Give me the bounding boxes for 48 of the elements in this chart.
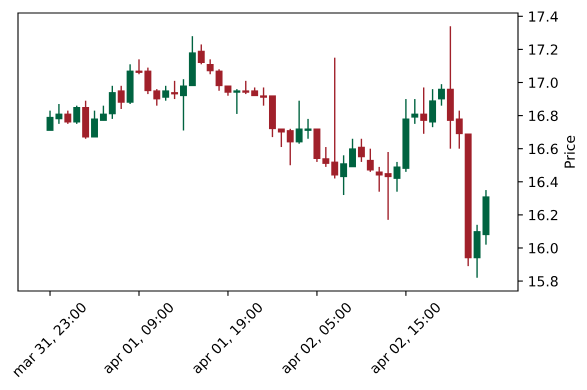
candlestick — [376, 166, 383, 192]
candlestick — [322, 146, 330, 168]
candlestick — [180, 78, 187, 132]
y-tick-label: 16.2 — [529, 210, 558, 220]
y-tick-label: 16.8 — [529, 110, 558, 122]
candlestick — [429, 88, 436, 128]
candlestick — [233, 88, 240, 115]
candlestick — [153, 88, 160, 106]
candlestick — [349, 138, 356, 168]
y-axis-title: Price — [564, 136, 575, 168]
candlestick — [420, 86, 428, 134]
candlestick — [411, 98, 418, 125]
candlestick — [108, 85, 116, 120]
y-tick-label: 17.0 — [529, 77, 558, 88]
candlestick — [278, 128, 285, 148]
candlestick — [162, 85, 170, 102]
candlestick — [198, 44, 205, 65]
candlestick — [118, 85, 125, 110]
candlestick — [304, 118, 312, 140]
candlestick — [206, 58, 214, 75]
candlestick — [46, 110, 54, 132]
candlestick — [394, 161, 400, 192]
candlestick — [64, 110, 72, 125]
y-tick-label: 15.8 — [529, 276, 558, 287]
candlestick — [91, 110, 98, 138]
candlestick — [331, 56, 338, 180]
candlestick — [171, 80, 178, 100]
candlestick — [144, 66, 152, 95]
candlestick — [296, 100, 303, 144]
candlestick — [438, 83, 445, 106]
candlestick — [55, 103, 62, 125]
candlestick — [456, 110, 463, 150]
candlestick — [358, 138, 365, 163]
candlestick — [340, 154, 348, 196]
y-tick-label: 17.4 — [529, 11, 558, 22]
candlestick — [366, 148, 374, 173]
candlestick — [100, 104, 107, 122]
y-tick-label: 16.6 — [529, 144, 558, 154]
candlestick — [242, 80, 250, 95]
candlestick — [224, 85, 232, 96]
y-tick-label: 16.0 — [529, 242, 558, 254]
candlestick — [384, 151, 392, 221]
y-tick-label: 17.2 — [529, 44, 558, 55]
candlestick — [286, 128, 294, 166]
candlestick — [73, 104, 80, 125]
y-tick-label: 16.4 — [529, 176, 558, 188]
candlestick — [216, 68, 223, 92]
candlestick — [136, 58, 142, 75]
